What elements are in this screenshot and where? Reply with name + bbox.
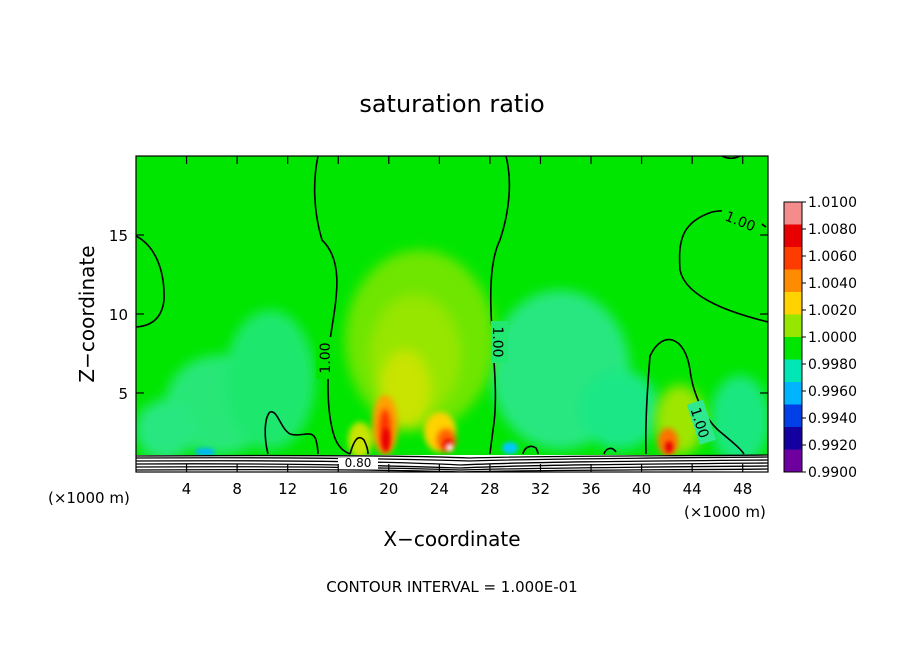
colorbar-label: 0.9920 bbox=[808, 438, 857, 454]
colorbar-label: 1.0020 bbox=[808, 303, 857, 319]
colorbar-swatch bbox=[784, 292, 802, 315]
colorbar-label: 1.0000 bbox=[808, 330, 857, 346]
y-axis: 5 10 15 bbox=[109, 227, 768, 403]
contour-label: 1.00 bbox=[489, 326, 505, 357]
colorbar-swatch bbox=[784, 382, 802, 405]
colorbar-swatch bbox=[784, 404, 802, 428]
x-tick-label: 40 bbox=[632, 480, 651, 498]
plot-area: 1.00 1.00 1.00 1.00 bbox=[136, 156, 768, 472]
x-axis-unit-left: (×1000 m) bbox=[48, 489, 130, 507]
field-region bbox=[195, 448, 215, 456]
colorbar-label: 0.9940 bbox=[808, 411, 857, 427]
colorbar-swatch bbox=[784, 269, 802, 293]
field-region bbox=[447, 445, 453, 451]
colorbar-label: 0.9980 bbox=[808, 357, 857, 373]
ground-contour bbox=[136, 465, 768, 471]
contour-line bbox=[645, 338, 745, 455]
x-axis-unit-right: (×1000 m) bbox=[684, 503, 766, 521]
field-region bbox=[382, 428, 390, 452]
contour-label-backing bbox=[338, 458, 378, 469]
x-tick-label: 12 bbox=[278, 480, 297, 498]
contour-label-backing bbox=[491, 321, 508, 363]
ground-contour bbox=[136, 456, 768, 462]
x-tick-label: 4 bbox=[182, 480, 192, 498]
field-region bbox=[502, 442, 518, 454]
x-tick-label: 8 bbox=[232, 480, 242, 498]
colorbar-swatch bbox=[784, 247, 802, 270]
field-region bbox=[225, 310, 315, 450]
x-tick-label: 44 bbox=[683, 480, 702, 498]
x-tick-label: 36 bbox=[581, 480, 600, 498]
colorbar-swatch bbox=[784, 314, 802, 338]
contour-line bbox=[136, 235, 165, 328]
colorbar-swatch bbox=[784, 359, 802, 383]
contour-label-backing bbox=[686, 399, 716, 445]
field-region bbox=[580, 370, 660, 450]
x-tick-label: 28 bbox=[480, 480, 499, 498]
contour-interval-note: CONTOUR INTERVAL = 1.000E-01 bbox=[326, 578, 577, 596]
contour-line bbox=[721, 156, 741, 160]
colorbar: 1.0100 1.0080 1.0060 1.0040 1.0020 1.0000 0.99… bbox=[783, 195, 857, 481]
ground-band: 0.80 bbox=[136, 454, 768, 472]
x-tick-label: 16 bbox=[329, 480, 348, 498]
contour-label-backing bbox=[718, 203, 764, 236]
ground-contour-label: 0.80 bbox=[345, 456, 372, 470]
ground-contour bbox=[136, 462, 768, 469]
y-axis-label: Z−coordinate bbox=[75, 245, 99, 382]
colorbar-swatch bbox=[784, 337, 802, 360]
y-tick-label: 15 bbox=[109, 227, 128, 245]
x-tick-label: 24 bbox=[430, 480, 449, 498]
contour-line bbox=[603, 447, 617, 455]
y-tick-label: 10 bbox=[109, 306, 128, 324]
chart-title: saturation ratio bbox=[359, 90, 544, 118]
contour-line bbox=[522, 445, 539, 455]
colorbar-label: 1.0080 bbox=[808, 222, 857, 238]
colorbar-label: 1.0100 bbox=[808, 195, 857, 211]
colorbar-label: 1.0040 bbox=[808, 276, 857, 292]
x-axis-label: X−coordinate bbox=[383, 527, 520, 551]
contour-line bbox=[313, 156, 351, 455]
colorbar-label: 0.9900 bbox=[808, 465, 857, 481]
ground-contour bbox=[136, 459, 768, 466]
colorbar-swatch bbox=[784, 427, 802, 450]
colorbar-swatch bbox=[784, 224, 802, 248]
colorbar-label: 1.0060 bbox=[808, 249, 857, 265]
ground-contour bbox=[136, 454, 768, 459]
field-region bbox=[710, 375, 768, 465]
y-tick-label: 5 bbox=[118, 385, 128, 403]
colorbar-swatch bbox=[784, 202, 802, 225]
contour-label-backing bbox=[316, 337, 333, 379]
x-tick-label: 32 bbox=[531, 480, 550, 498]
contour-label: 1.00 bbox=[318, 342, 334, 373]
field-region bbox=[136, 400, 195, 460]
colorbar-label: 0.9960 bbox=[808, 384, 857, 400]
x-tick-label: 20 bbox=[379, 480, 398, 498]
field-region bbox=[348, 422, 372, 458]
x-axis: 4 8 12 16 20 24 28 32 36 40 44 48 bbox=[182, 156, 752, 498]
contour-line bbox=[264, 411, 319, 455]
x-tick-label: 48 bbox=[733, 480, 752, 498]
contour-line bbox=[349, 436, 369, 455]
colorbar-swatch bbox=[784, 449, 802, 473]
field-region bbox=[665, 441, 673, 453]
